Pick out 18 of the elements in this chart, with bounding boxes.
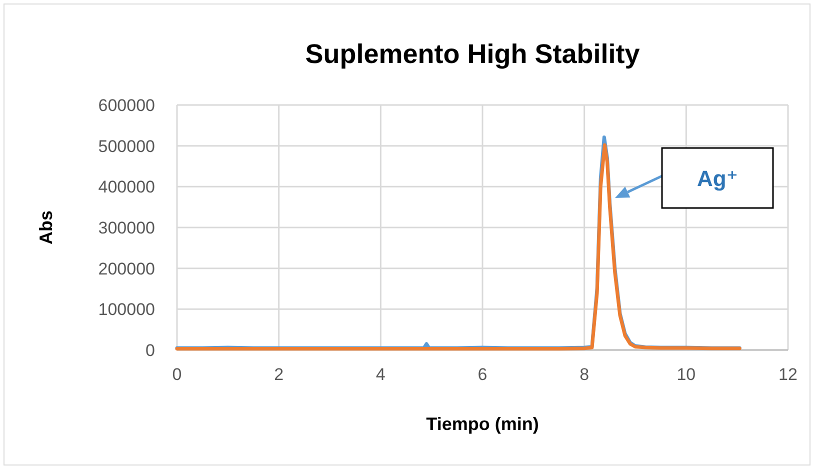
annotation: Ag⁺ (697, 166, 738, 191)
x-tick-label: 10 (676, 365, 696, 384)
y-tick-label: 100000 (98, 300, 155, 320)
x-tick-label: 2 (274, 365, 284, 384)
x-tick-label: 8 (580, 365, 590, 384)
x-tick-label: 6 (478, 365, 488, 384)
x-axis-title: Tiempo (min) (426, 414, 539, 434)
y-tick-label: 400000 (98, 178, 155, 197)
chart-title: Suplemento High Stability (305, 39, 640, 69)
y-tick-label: 600000 (98, 96, 155, 115)
y-tick-label: 500000 (98, 136, 155, 156)
y-tick-label: 300000 (98, 218, 155, 238)
x-tick-label: 0 (172, 365, 182, 384)
y-tick-label: 200000 (98, 259, 155, 278)
x-tick-label: 12 (778, 365, 798, 384)
y-axis-title: Abs (36, 210, 56, 245)
x-tick-label: 4 (376, 365, 386, 384)
y-tick-label: 0 (146, 341, 155, 360)
